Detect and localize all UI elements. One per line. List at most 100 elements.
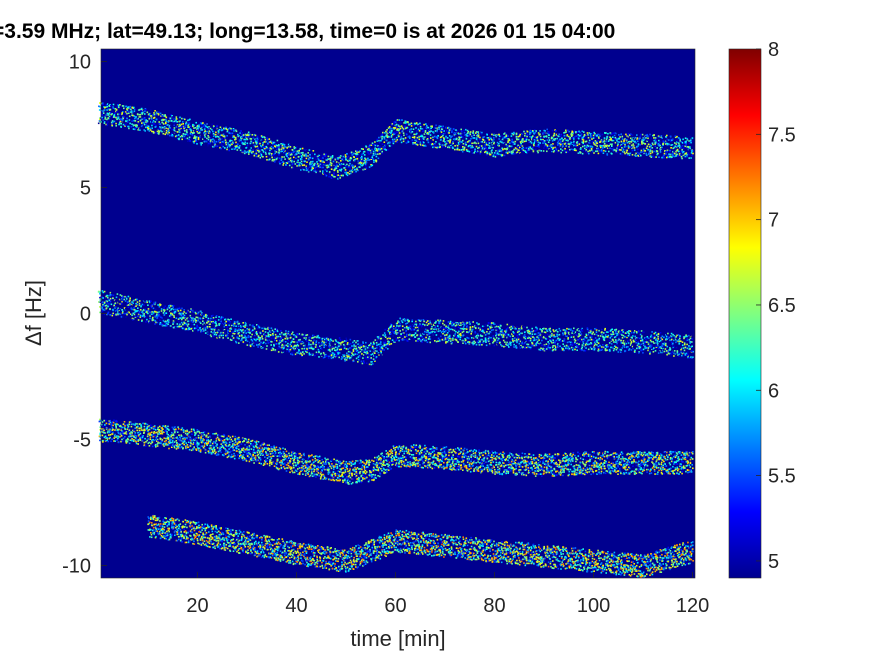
heatmap-cell xyxy=(255,140,257,142)
heatmap-cell xyxy=(252,339,255,342)
heatmap-cell xyxy=(610,149,613,151)
heatmap-cell xyxy=(448,130,450,133)
heatmap-cell xyxy=(561,149,564,152)
heatmap-cell xyxy=(104,118,106,120)
heatmap-cell xyxy=(379,156,381,158)
heatmap-cell xyxy=(193,135,196,137)
heatmap-cell xyxy=(549,137,551,140)
heatmap-cell xyxy=(151,319,154,322)
heatmap-cell xyxy=(483,147,485,150)
heatmap-cell xyxy=(104,106,106,109)
heatmap-cell xyxy=(248,151,251,153)
heatmap-cell xyxy=(628,152,630,155)
heatmap-cell xyxy=(670,147,672,149)
heatmap-cell xyxy=(621,147,623,149)
heatmap-cell xyxy=(489,136,491,138)
heatmap-cell xyxy=(512,153,515,155)
heatmap-cell xyxy=(133,128,136,131)
heatmap-cell xyxy=(256,344,258,346)
heatmap-cell xyxy=(256,135,259,138)
heatmap-cell xyxy=(203,123,206,126)
heatmap-cell xyxy=(319,346,322,349)
heatmap-cell xyxy=(139,309,142,311)
heatmap-cell xyxy=(379,145,381,148)
heatmap-cell xyxy=(293,150,296,153)
heatmap-cell xyxy=(580,148,582,150)
heatmap-cell xyxy=(541,137,543,139)
heatmap-cell xyxy=(264,339,267,341)
heatmap-cell xyxy=(260,341,262,344)
heatmap-cell xyxy=(638,140,641,142)
heatmap-cell xyxy=(244,143,246,146)
heatmap-cell xyxy=(590,134,592,136)
heatmap-cell xyxy=(120,309,122,312)
heatmap-cell xyxy=(332,160,335,163)
heatmap-cell xyxy=(145,121,147,123)
heatmap-cell xyxy=(281,343,284,346)
heatmap-cell xyxy=(443,130,445,132)
heatmap-cell xyxy=(322,157,324,159)
heatmap-cell xyxy=(320,345,323,348)
heatmap-cell xyxy=(575,137,577,139)
heatmap-cell xyxy=(545,148,548,150)
heatmap-cell xyxy=(514,148,516,151)
heatmap-cell xyxy=(310,169,313,172)
heatmap-cell xyxy=(101,116,103,119)
heatmap-cell xyxy=(438,125,441,127)
heatmap-cell xyxy=(246,340,249,342)
heatmap-cell xyxy=(246,324,248,326)
heatmap-cell xyxy=(264,331,267,333)
heatmap-cell xyxy=(658,139,660,142)
heatmap-cell xyxy=(207,319,210,321)
heatmap-cell xyxy=(653,139,656,142)
heatmap-cell xyxy=(140,107,143,110)
heatmap-cell xyxy=(212,125,215,127)
heatmap-cell xyxy=(676,138,679,141)
heatmap-cell xyxy=(265,337,267,339)
heatmap-cell xyxy=(197,319,199,322)
heatmap-cell xyxy=(160,114,163,117)
heatmap-cell xyxy=(107,298,110,301)
heatmap-cell xyxy=(569,145,572,147)
heatmap-cell xyxy=(208,333,211,336)
heatmap-cell xyxy=(262,156,264,158)
heatmap-cell xyxy=(571,134,574,136)
heatmap-cell xyxy=(207,135,209,137)
heatmap-cell xyxy=(660,143,662,145)
heatmap-cell xyxy=(405,122,407,125)
heatmap-cell xyxy=(449,127,452,130)
heatmap-cell xyxy=(540,150,542,152)
heatmap-cell xyxy=(288,165,290,167)
heatmap-cell xyxy=(269,336,272,338)
heatmap-cell xyxy=(111,120,114,122)
heatmap-cell xyxy=(463,146,466,149)
heatmap-cell xyxy=(250,140,252,143)
heatmap-cell xyxy=(576,141,579,143)
heatmap-cell xyxy=(159,126,161,128)
heatmap-cell xyxy=(280,331,283,334)
heatmap-cell xyxy=(524,137,527,140)
heatmap-cell xyxy=(124,312,126,315)
heatmap-cell xyxy=(611,133,613,135)
heatmap-cell xyxy=(543,136,545,138)
heatmap-cell xyxy=(248,344,251,346)
heatmap-cell xyxy=(446,145,448,147)
heatmap-cell xyxy=(286,162,289,164)
heatmap-cell xyxy=(125,311,127,313)
heatmap-cell xyxy=(675,153,678,156)
heatmap-cell xyxy=(661,137,663,139)
heatmap-cell xyxy=(280,159,283,161)
heatmap-cell xyxy=(136,301,139,303)
heatmap-cell xyxy=(160,308,163,310)
heatmap-cell xyxy=(135,298,137,301)
heatmap-cell xyxy=(203,315,205,317)
heatmap-cell xyxy=(356,167,358,169)
heatmap-cell xyxy=(153,311,155,314)
heatmap-cell xyxy=(232,332,234,335)
heatmap-cell xyxy=(354,168,356,171)
heatmap-cell xyxy=(184,319,187,321)
heatmap-cell xyxy=(136,118,138,120)
heatmap-cell xyxy=(543,132,546,135)
heatmap-cell xyxy=(147,128,149,131)
heatmap-cell xyxy=(114,300,117,302)
